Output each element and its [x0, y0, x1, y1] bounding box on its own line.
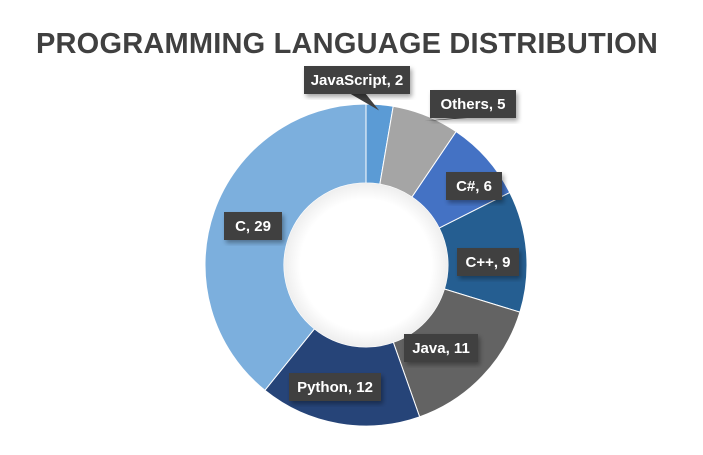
label-box [224, 212, 282, 240]
label-callout-pointer [349, 93, 380, 111]
label-text: C, 29 [235, 218, 271, 235]
donut-hole [284, 183, 448, 347]
label-text: JavaScript, 2 [311, 72, 404, 89]
data-label-c: C, 29 [224, 212, 282, 240]
chart-title: PROGRAMMING LANGUAGE DISTRIBUTION [36, 28, 659, 60]
label-box [446, 172, 502, 200]
label-text: C#, 6 [456, 178, 492, 195]
data-label-cpp: C++, 9 [457, 248, 519, 276]
label-box [457, 248, 519, 276]
data-label-python: Python, 12 [289, 373, 381, 401]
label-box [289, 373, 381, 401]
data-label-others: Others, 5 [423, 90, 516, 122]
data-label-javascript: JavaScript, 2 [304, 66, 410, 111]
label-text: C++, 9 [465, 254, 510, 271]
label-box [430, 90, 516, 118]
label-text: Others, 5 [440, 96, 505, 113]
label-box [404, 334, 478, 362]
data-label-c-sharp: C#, 6 [446, 172, 502, 200]
label-callout-pointer [423, 117, 481, 122]
label-text: Python, 12 [297, 379, 373, 396]
label-box [304, 66, 410, 94]
data-label-java: Java, 11 [404, 334, 478, 362]
label-text: Java, 11 [412, 340, 470, 357]
